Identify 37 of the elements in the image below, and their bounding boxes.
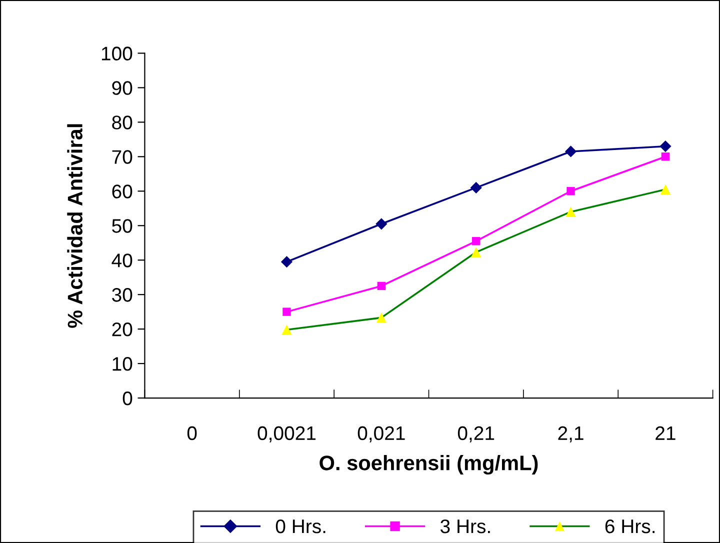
y-tick-label: 10: [112, 357, 132, 371]
x-axis-title: O. soehrensii (mg/mL): [320, 455, 538, 475]
y-tick-label: 30: [112, 288, 132, 302]
point: [472, 237, 480, 246]
point: [660, 140, 672, 152]
point: [564, 146, 577, 158]
y-tick-label: 90: [112, 81, 132, 95]
legend-label: 3 Hrs.: [440, 519, 490, 534]
point: [470, 182, 482, 194]
x-tick-label: 0,21: [458, 426, 494, 442]
point: [282, 324, 292, 335]
point: [661, 152, 670, 161]
y-tick-label: 70: [112, 150, 132, 164]
x-tick-label: 0,0021: [258, 426, 316, 442]
point: [566, 187, 575, 196]
y-tick-label: 20: [112, 322, 132, 336]
point: [566, 206, 576, 217]
point: [280, 256, 293, 268]
point: [376, 218, 388, 230]
legend-label: 6 Hrs.: [605, 519, 654, 534]
x-tick-label: 0,021: [358, 426, 405, 442]
y-tick-label: 50: [112, 219, 132, 233]
point: [377, 282, 386, 290]
y-tick-label: 100: [102, 46, 132, 60]
y-tick-label: 40: [112, 254, 132, 268]
x-tick-label: 2,1: [558, 426, 584, 442]
x-tick-label: 0: [187, 426, 197, 440]
y-tick-label: 80: [112, 116, 132, 130]
y-tick-label: 0: [122, 391, 132, 406]
point: [376, 312, 387, 323]
x-tick-label: 21: [656, 426, 676, 440]
point: [470, 247, 482, 258]
y-axis-title: % Actividad Antiviral: [67, 124, 82, 328]
point: [660, 184, 671, 195]
y-tick-label: 60: [112, 184, 132, 198]
legend-label: 0 Hrs.: [276, 519, 326, 534]
point: [282, 308, 291, 316]
